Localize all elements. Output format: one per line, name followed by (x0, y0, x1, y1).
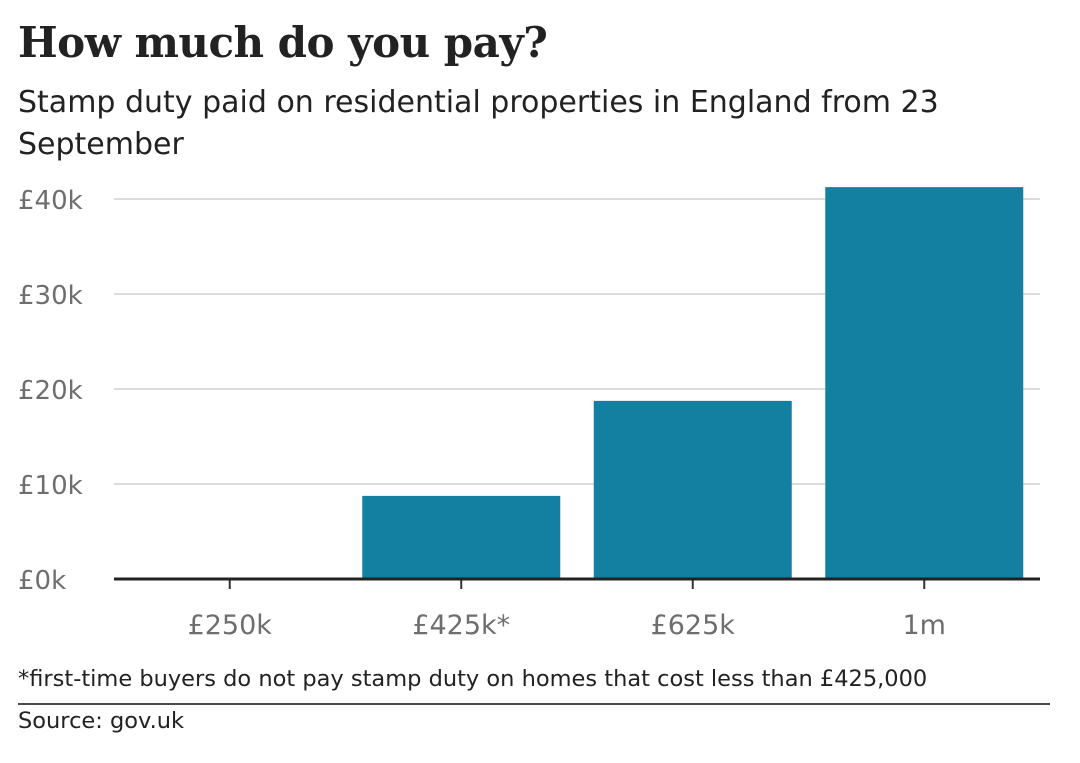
bar-chart: £0k £10k £20k £30k £40k £250k £425k* £625k 1m (18, 186, 1040, 641)
y-tick-label: £40k (18, 186, 83, 216)
bar (362, 495, 561, 579)
x-tick-label: £625k (651, 610, 736, 641)
chart-title: How much do you pay? (18, 18, 548, 67)
y-tick-label: £10k (18, 471, 83, 501)
y-tick-label: £30k (18, 281, 83, 311)
bars (362, 187, 1024, 579)
source-divider (18, 703, 1050, 705)
source-credit: Source: gov.uk (18, 708, 185, 734)
footnote: *first-time buyers do not pay stamp duty… (18, 666, 928, 692)
x-tick-label: £425k* (412, 610, 510, 641)
y-axis-labels: £0k £10k £20k £30k £40k (18, 186, 83, 596)
x-axis (114, 577, 1040, 589)
x-tick-label: 1m (903, 610, 946, 641)
x-tick-label: £250k (188, 610, 273, 641)
y-tick-label: £0k (18, 566, 66, 596)
chart-subtitle: Stamp duty paid on residential propertie… (18, 85, 939, 162)
bar (593, 400, 792, 579)
bar (825, 187, 1024, 579)
x-axis-labels: £250k £425k* £625k 1m (188, 610, 946, 641)
y-tick-label: £20k (18, 376, 83, 406)
